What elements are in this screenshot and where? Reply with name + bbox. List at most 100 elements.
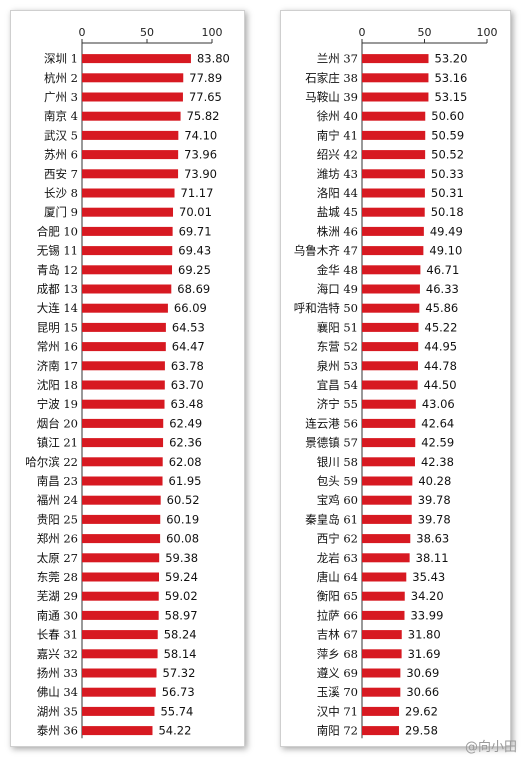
category-label: 襄阳 51 xyxy=(317,320,358,334)
category-label: 西安 7 xyxy=(44,167,78,181)
chart-panel-left: 0 50 100 深圳 1 83.80 杭州 2 77.89 广州 3 77.65 南京 4 75.… xyxy=(10,10,245,747)
bar xyxy=(362,150,426,160)
bar xyxy=(82,246,173,256)
value-label: 62.49 xyxy=(169,416,202,430)
bar xyxy=(362,706,400,716)
value-label: 30.66 xyxy=(406,685,439,699)
bar xyxy=(362,130,426,140)
category-label: 哈尔滨 22 xyxy=(25,455,78,469)
value-label: 43.06 xyxy=(422,397,455,411)
category-label: 龙岩 63 xyxy=(317,551,358,565)
value-label: 46.33 xyxy=(426,282,459,296)
value-label: 74.10 xyxy=(184,128,217,142)
category-label: 常州 16 xyxy=(37,340,78,354)
category-label: 绍兴 42 xyxy=(317,148,358,162)
category-label: 萍乡 68 xyxy=(317,647,358,661)
category-label: 扬州 33 xyxy=(37,666,78,680)
value-label: 60.52 xyxy=(167,493,200,507)
bar xyxy=(82,649,158,659)
bar xyxy=(362,303,420,313)
bar xyxy=(82,380,165,390)
category-label: 南昌 23 xyxy=(37,474,78,488)
value-label: 73.90 xyxy=(184,167,217,181)
category-label: 杭州 2 xyxy=(44,71,78,85)
bar xyxy=(82,92,183,102)
category-label: 吉林 67 xyxy=(317,628,358,642)
bar xyxy=(362,610,405,620)
category-label: 乌鲁木齐 47 xyxy=(294,244,358,258)
value-label: 64.53 xyxy=(172,320,205,334)
value-label: 59.02 xyxy=(165,589,198,603)
category-label: 青岛 12 xyxy=(37,263,78,277)
category-label: 宜昌 54 xyxy=(317,378,358,392)
category-label: 济南 17 xyxy=(37,359,78,373)
value-label: 53.16 xyxy=(434,71,467,85)
bar xyxy=(362,457,415,467)
bar-chart-left: 0 50 100 深圳 1 83.80 杭州 2 77.89 广州 3 77.65 南京 4 75.… xyxy=(25,26,230,739)
category-label: 包头 59 xyxy=(317,474,358,488)
category-label: 西宁 62 xyxy=(317,532,358,546)
value-label: 83.80 xyxy=(197,52,230,66)
category-label: 玉溪 70 xyxy=(317,685,358,699)
bar xyxy=(82,418,164,428)
value-label: 77.89 xyxy=(189,71,222,85)
bar xyxy=(82,610,159,620)
value-label: 50.52 xyxy=(431,148,464,162)
category-label: 佛山 34 xyxy=(37,685,78,699)
value-label: 34.20 xyxy=(411,589,444,603)
bar xyxy=(362,438,416,448)
value-label: 31.80 xyxy=(408,628,441,642)
bar xyxy=(362,265,421,275)
bar xyxy=(82,284,172,294)
value-label: 63.70 xyxy=(171,378,204,392)
value-label: 68.69 xyxy=(177,282,210,296)
bar xyxy=(362,476,413,486)
category-label: 沈阳 18 xyxy=(37,378,78,392)
category-label: 遵义 69 xyxy=(317,666,358,680)
bar xyxy=(82,169,179,179)
value-label: 59.38 xyxy=(165,551,198,565)
value-label: 39.78 xyxy=(418,493,451,507)
category-label: 长春 31 xyxy=(37,628,78,642)
bar xyxy=(82,572,160,582)
value-label: 39.78 xyxy=(418,512,451,526)
watermark: @向小田 xyxy=(464,740,517,755)
bar xyxy=(82,534,161,544)
value-label: 59.24 xyxy=(165,570,198,584)
category-label: 呼和浩特 50 xyxy=(294,301,358,315)
category-label: 济宁 55 xyxy=(317,397,358,411)
value-label: 66.09 xyxy=(174,301,207,315)
bar xyxy=(82,207,174,217)
bar xyxy=(82,303,168,313)
bar xyxy=(82,495,161,505)
value-label: 50.33 xyxy=(431,167,464,181)
x-tick-label: 50 xyxy=(418,26,432,39)
category-label: 福州 24 xyxy=(37,493,78,507)
value-label: 58.97 xyxy=(165,608,198,622)
value-label: 29.58 xyxy=(405,724,438,738)
category-label: 盐城 45 xyxy=(317,205,358,219)
bar xyxy=(82,342,166,352)
bar xyxy=(82,476,163,486)
category-label: 秦皇岛 61 xyxy=(305,512,358,526)
value-label: 44.95 xyxy=(424,340,457,354)
category-label: 徐州 40 xyxy=(317,109,358,123)
category-label: 烟台 20 xyxy=(37,416,78,430)
bar xyxy=(82,150,179,160)
value-label: 50.18 xyxy=(431,205,464,219)
value-label: 61.95 xyxy=(169,474,202,488)
category-label: 长沙 8 xyxy=(44,186,78,200)
bar xyxy=(362,572,407,582)
value-label: 77.65 xyxy=(189,90,222,104)
value-label: 53.20 xyxy=(435,52,468,66)
category-label: 南京 4 xyxy=(44,109,78,123)
category-label: 深圳 1 xyxy=(44,52,78,66)
bar xyxy=(362,380,418,390)
value-label: 69.71 xyxy=(179,224,212,238)
value-label: 29.62 xyxy=(405,704,438,718)
bar xyxy=(82,668,157,678)
bar xyxy=(362,726,399,736)
bar xyxy=(82,553,160,563)
bar xyxy=(362,207,425,217)
x-tick-label: 100 xyxy=(202,26,223,39)
